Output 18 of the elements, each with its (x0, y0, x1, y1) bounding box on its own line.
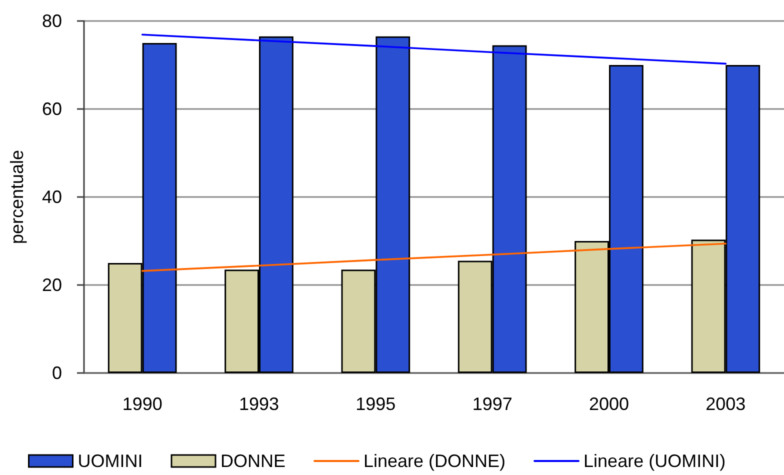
legend-label: Lineare (UOMINI) (584, 451, 726, 471)
y-tick-label: 0 (52, 363, 62, 383)
line-series (141, 242, 727, 272)
y-tick-label: 40 (42, 187, 62, 207)
y-tick-label: 60 (42, 99, 62, 119)
y-tick-label: 20 (42, 275, 62, 295)
line-series (141, 34, 727, 65)
x-tick-label: 2000 (588, 394, 630, 414)
y-axis-title: percentuale (7, 150, 27, 244)
x-tick-label: 1993 (238, 394, 280, 414)
x-tick-label: 2003 (706, 394, 746, 414)
y-tick-label: 80 (42, 11, 62, 31)
legend-label: DONNE (220, 451, 286, 471)
x-tick-label: 1995 (356, 394, 396, 414)
x-tick-label: 1990 (122, 394, 162, 414)
legend-label: UOMINI (78, 451, 143, 471)
legend-label: Lineare (DONNE) (364, 451, 506, 471)
x-tick-label: 1997 (472, 394, 512, 414)
